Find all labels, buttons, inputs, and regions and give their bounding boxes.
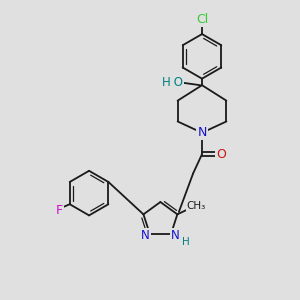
Text: F: F <box>56 204 62 217</box>
Text: N: N <box>141 229 150 242</box>
Text: CH₃: CH₃ <box>186 201 206 211</box>
Text: O: O <box>170 76 183 89</box>
Text: N: N <box>171 229 180 242</box>
Text: H: H <box>182 237 190 247</box>
Text: Cl: Cl <box>196 13 208 26</box>
Text: N: N <box>197 126 207 139</box>
Text: H: H <box>161 76 170 89</box>
Text: O: O <box>216 148 226 161</box>
